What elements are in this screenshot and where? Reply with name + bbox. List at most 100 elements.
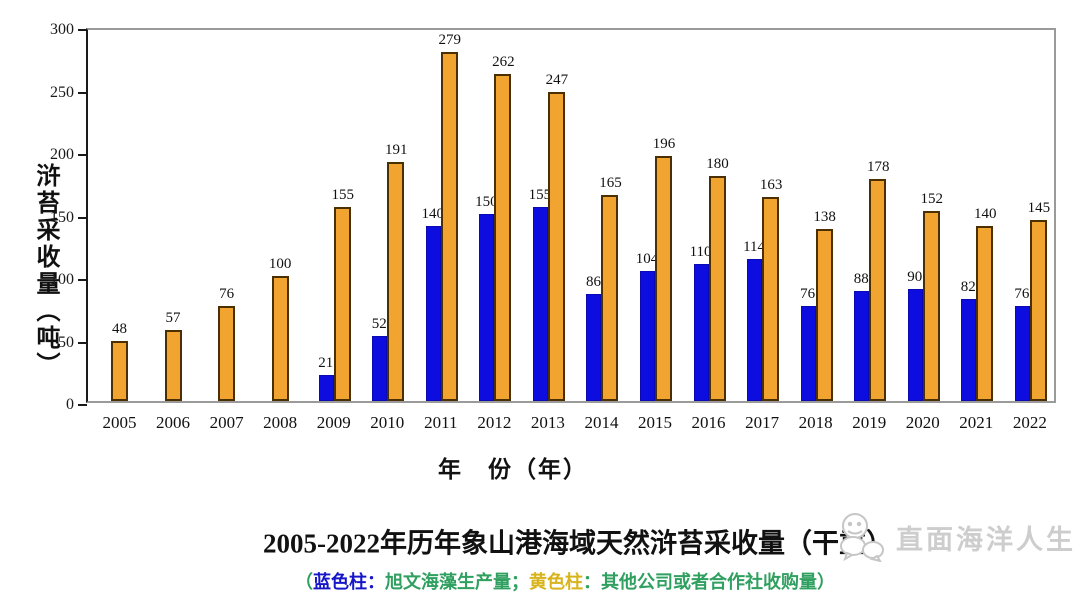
plot-area: 0 50 100 150 200 250 300 48 2005 57 2006 76 2007 100 2… bbox=[50, 21, 1056, 432]
legend-line: （蓝色柱：旭文海藻生产量；黄色柱：其他公司或者合作社收购量） bbox=[295, 568, 835, 594]
bar-value-label: 140 bbox=[974, 206, 997, 222]
x-axis-title: 年 份（年） bbox=[438, 457, 588, 482]
bar-orange bbox=[440, 52, 458, 401]
x-tick-label: 2017 bbox=[745, 413, 780, 432]
bar-value-label: 152 bbox=[920, 191, 944, 207]
bar-value-label: 52 bbox=[371, 316, 387, 332]
bar-blue bbox=[586, 293, 602, 401]
y-tick-mark bbox=[78, 154, 87, 156]
bar-value-label: 57 bbox=[165, 309, 181, 326]
bar-value-label: 21 bbox=[318, 354, 334, 371]
bar-value-label: 145 bbox=[1027, 199, 1051, 216]
bar-blue bbox=[640, 271, 655, 401]
bar-blue bbox=[425, 226, 441, 401]
bar-value-label: 138 bbox=[813, 208, 836, 225]
bar-value-label: 110 bbox=[689, 243, 712, 260]
bar-value-label: 163 bbox=[759, 177, 783, 194]
legend-segment: 黄色柱 bbox=[529, 572, 583, 592]
x-tick-label: 2019 bbox=[852, 413, 887, 432]
bar-orange bbox=[494, 73, 512, 401]
bar-orange bbox=[762, 197, 780, 401]
bar-value-label: 76 bbox=[800, 286, 816, 302]
x-tick-label: 2005 bbox=[102, 413, 137, 432]
x-tick-label: 2011 bbox=[424, 413, 458, 432]
wechat-logo-icon bbox=[840, 513, 884, 562]
bar-value-label: 178 bbox=[866, 158, 890, 175]
bar-value-label: 82 bbox=[960, 278, 976, 295]
x-tick-label: 2006 bbox=[156, 413, 191, 432]
x-tick-label: 2012 bbox=[477, 413, 512, 432]
bar-orange bbox=[164, 329, 182, 401]
bar-orange bbox=[387, 162, 405, 401]
bar-blue bbox=[479, 213, 495, 401]
y-tick-mark bbox=[78, 404, 87, 406]
bar-orange bbox=[111, 341, 128, 401]
bar-value-label: 155 bbox=[528, 187, 552, 204]
x-tick-label: 2016 bbox=[691, 413, 726, 432]
watermark: 直面海洋人生 bbox=[838, 512, 1076, 562]
x-tick-label: 2021 bbox=[959, 413, 994, 432]
legend-segment: （ bbox=[295, 572, 313, 592]
x-tick-label: 2015 bbox=[638, 413, 672, 432]
bar-orange bbox=[976, 226, 994, 401]
y-axis-title: 浒苔采收量（吨） bbox=[32, 163, 58, 379]
y-tick-mark bbox=[78, 29, 87, 31]
bar-value-label: 150 bbox=[475, 193, 498, 210]
bar-orange bbox=[922, 211, 940, 401]
x-tick-label: 2009 bbox=[316, 413, 351, 432]
x-tick-label: 2010 bbox=[370, 413, 405, 432]
y-tick-label: 100 bbox=[50, 271, 74, 288]
bar-orange bbox=[547, 92, 565, 401]
bar-blue bbox=[800, 306, 816, 401]
bar-orange bbox=[271, 276, 289, 401]
bar-blue bbox=[907, 288, 923, 401]
bar-orange bbox=[815, 228, 833, 401]
bar-blue bbox=[318, 374, 334, 401]
bar-blue bbox=[1014, 306, 1030, 401]
bar-orange bbox=[1029, 219, 1047, 401]
bar-value-label: 279 bbox=[438, 32, 462, 49]
bar-orange bbox=[708, 176, 726, 401]
y-tick-label: 200 bbox=[50, 146, 74, 163]
bar-orange bbox=[218, 306, 236, 401]
y-tick-label: 150 bbox=[50, 208, 74, 226]
bar-value-label: 247 bbox=[545, 72, 569, 89]
x-tick-label: 2013 bbox=[530, 413, 565, 432]
y-tick-label: 300 bbox=[50, 21, 74, 38]
bar-value-label: 155 bbox=[331, 187, 354, 204]
chart-title: 2005-2022年历年象山港海域天然浒苔采收量（干重） bbox=[263, 528, 893, 559]
y-tick-mark bbox=[78, 279, 87, 281]
bar-blue bbox=[372, 336, 388, 401]
bar-value-label: 86 bbox=[585, 273, 601, 290]
bar-value-label: 196 bbox=[652, 136, 676, 152]
bar-orange bbox=[655, 156, 672, 401]
y-tick-mark bbox=[78, 91, 87, 94]
bar-orange bbox=[869, 178, 887, 401]
x-tick-label: 2018 bbox=[798, 413, 833, 432]
bar-value-label: 48 bbox=[112, 321, 127, 337]
bar-value-label: 90 bbox=[907, 268, 923, 285]
bar-blue bbox=[532, 207, 548, 401]
bar-value-label: 104 bbox=[635, 251, 659, 267]
y-tick-label: 0 bbox=[66, 396, 74, 413]
bar-blue bbox=[854, 291, 870, 401]
bar-value-label: 180 bbox=[706, 156, 729, 172]
x-tick-label: 2007 bbox=[209, 413, 244, 432]
bar-blue bbox=[693, 263, 709, 401]
y-tick-mark bbox=[78, 216, 87, 219]
y-tick-label: 250 bbox=[50, 83, 74, 101]
legend-segment: 旭文海藻生产量； bbox=[385, 572, 529, 592]
bar-value-label: 76 bbox=[219, 286, 235, 302]
bar-value-label: 140 bbox=[421, 206, 445, 222]
watermark-text: 直面海洋人生 bbox=[896, 524, 1076, 555]
legend-segment: 蓝色柱： bbox=[313, 572, 385, 592]
x-tick-label: 2022 bbox=[1012, 413, 1047, 432]
bar-blue bbox=[961, 298, 977, 401]
bar-value-label: 262 bbox=[492, 53, 515, 70]
y-tick-mark bbox=[78, 341, 87, 344]
legend-segment: ：其他公司或者合作社收购量） bbox=[583, 572, 835, 592]
y-tick-label: 50 bbox=[58, 333, 74, 351]
bar-value-label: 165 bbox=[599, 174, 622, 191]
bar-value-label: 114 bbox=[743, 238, 766, 255]
